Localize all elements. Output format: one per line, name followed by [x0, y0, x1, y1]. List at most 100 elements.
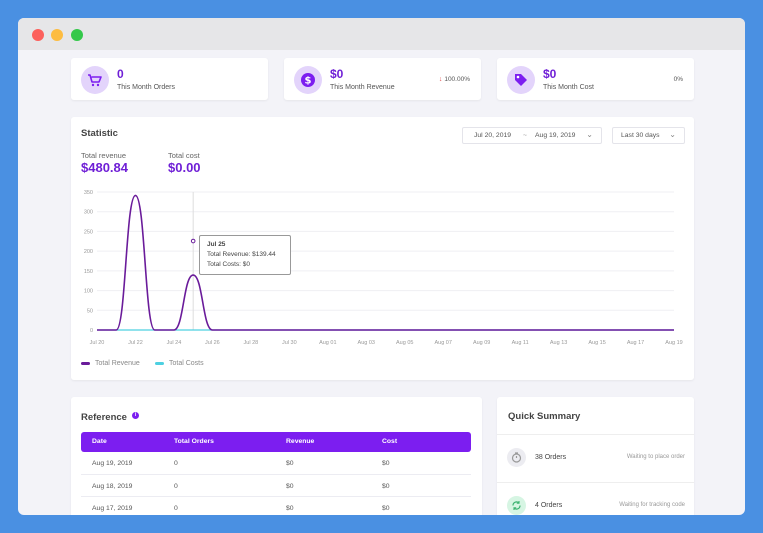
cell-cost: $0 [382, 482, 390, 490]
date-from: Jul 20, 2019 [474, 132, 512, 139]
x-tick-label: Aug 19 [665, 340, 682, 346]
x-tick-label: Jul 28 [244, 340, 259, 346]
revenue-value: $0 [330, 67, 344, 81]
chart-tooltip: Jul 25 Total Revenue: $139.44 Total Cost… [199, 235, 291, 275]
x-tick-label: Jul 24 [167, 340, 182, 346]
series-line-total-revenue [97, 194, 674, 331]
cell-revenue: $0 [286, 505, 294, 512]
hover-point [190, 238, 196, 244]
stat-card-revenue: $ $0 This Month Revenue ↓ 100.00% [284, 58, 481, 100]
statistic-title: Statistic [81, 128, 118, 139]
y-tick-label: 100 [84, 289, 93, 295]
x-tick-label: Aug 03 [358, 340, 375, 346]
cell-cost: $0 [382, 505, 390, 512]
cell-cost: $0 [382, 460, 390, 467]
x-tick-label: Aug 07 [434, 340, 451, 346]
revenue-change-value: 100.00% [444, 76, 470, 83]
cost-label: This Month Cost [543, 84, 594, 91]
revenue-change: ↓ 100.00% [439, 76, 470, 83]
legend-total-costs[interactable]: Total Costs [155, 360, 204, 367]
legend-swatch-revenue [81, 361, 90, 365]
tag-icon [507, 66, 535, 94]
orders-value: 0 [117, 67, 124, 81]
table-header: Date Total Orders Revenue Cost [81, 432, 471, 452]
table-row: Aug 19, 2019 0 $0 $0 [81, 452, 471, 475]
tooltip-title: Jul 25 [207, 241, 226, 248]
stat-card-cost: $0 This Month Cost 0% [497, 58, 694, 100]
cell-revenue: $0 [286, 482, 294, 490]
maximize-window-button[interactable] [71, 29, 83, 41]
range-select-value: Last 30 days [621, 132, 660, 139]
legend-label-costs: Total Costs [169, 360, 204, 367]
column-date[interactable]: Date [92, 438, 107, 445]
legend-label-revenue: Total Revenue [95, 360, 140, 367]
orders-label: This Month Orders [117, 84, 175, 91]
total-cost-value: $0.00 [168, 160, 201, 175]
table-row: Aug 18, 2019 0 $0 $0 [81, 475, 471, 497]
cell-orders: 0 [174, 505, 178, 512]
revenue-label: This Month Revenue [330, 84, 395, 91]
y-tick-label: 350 [84, 190, 93, 196]
total-cost-label: Total cost [168, 151, 200, 160]
summary-item-waiting-order[interactable]: 38 Orders Waiting to place order [507, 448, 685, 468]
dollar-icon: $ [294, 66, 322, 94]
summary-status: Waiting to place order [626, 454, 685, 460]
cell-date: Aug 19, 2019 [92, 460, 133, 467]
summary-status: Waiting for tracking code [619, 502, 685, 508]
y-tick-label: 50 [87, 308, 93, 314]
info-icon[interactable]: i [132, 412, 139, 419]
date-range-picker[interactable]: Jul 20, 2019 ~ Aug 19, 2019 ⌄ [462, 127, 602, 144]
column-cost[interactable]: Cost [382, 438, 398, 445]
cell-orders: 0 [174, 460, 178, 467]
divider [497, 482, 694, 483]
x-tick-label: Jul 22 [128, 340, 143, 346]
y-tick-label: 200 [84, 249, 93, 255]
title-bar [18, 18, 745, 50]
cell-date: Aug 18, 2019 [92, 482, 133, 490]
total-revenue-label: Total revenue [81, 151, 127, 160]
statistic-card: Statistic Jul 20, 2019 ~ Aug 19, 2019 ⌄ … [71, 117, 694, 380]
arrow-down-icon: ↓ [438, 76, 443, 83]
app-window: 0 This Month Orders $ $0 This Month Reve… [18, 18, 745, 515]
stat-card-orders: 0 This Month Orders [71, 58, 268, 100]
reference-card: Reference i Date Total Orders Revenue Co… [71, 397, 482, 515]
close-window-button[interactable] [32, 29, 44, 41]
y-tick-label: 150 [84, 269, 93, 275]
y-tick-label: 300 [84, 210, 93, 216]
tooltip-costs: Total Costs: $0 [207, 261, 250, 268]
summary-item-waiting-tracking[interactable]: 4 Orders Waiting for tracking code [507, 496, 685, 515]
x-tick-label: Aug 09 [473, 340, 490, 346]
timer-icon [507, 448, 526, 467]
column-total-orders[interactable]: Total Orders [174, 438, 214, 445]
x-tick-label: Aug 11 [512, 340, 529, 346]
x-tick-label: Aug 17 [627, 340, 644, 346]
cell-revenue: $0 [286, 460, 294, 467]
legend-total-revenue[interactable]: Total Revenue [81, 360, 140, 367]
range-select[interactable]: Last 30 days ⌄ [612, 127, 685, 144]
legend-swatch-costs [155, 361, 164, 365]
date-to: Aug 19, 2019 [535, 132, 576, 139]
cart-icon [81, 66, 109, 94]
tooltip-revenue: Total Revenue: $139.44 [207, 251, 276, 258]
quick-summary-title: Quick Summary [508, 411, 581, 422]
x-tick-label: Aug 13 [550, 340, 567, 346]
column-revenue[interactable]: Revenue [286, 438, 315, 445]
table-row: Aug 17, 2019 0 $0 $0 [81, 497, 471, 515]
x-tick-label: Jul 26 [205, 340, 220, 346]
y-tick-label: 250 [84, 229, 93, 235]
statistic-chart: 0 50 100 150 200 250 300 350 Jul 20 Jul 22 Jul 24 J… [84, 190, 683, 346]
divider [497, 434, 694, 435]
quick-summary-card: Quick Summary 38 Orders Waiting to place… [497, 397, 694, 515]
cost-value: $0 [543, 67, 557, 81]
svg-text:$: $ [305, 76, 312, 87]
cell-orders: 0 [174, 482, 178, 490]
y-tick-label: 0 [90, 328, 93, 334]
summary-count: 38 Orders [535, 454, 567, 461]
x-tick-label: Aug 01 [319, 340, 336, 346]
date-separator: ~ [523, 132, 527, 139]
x-tick-label: Jul 30 [282, 340, 297, 346]
chevron-down-icon: ⌄ [586, 130, 593, 139]
x-tick-label: Aug 15 [588, 340, 605, 346]
summary-count: 4 Orders [535, 502, 563, 509]
minimize-window-button[interactable] [51, 29, 63, 41]
